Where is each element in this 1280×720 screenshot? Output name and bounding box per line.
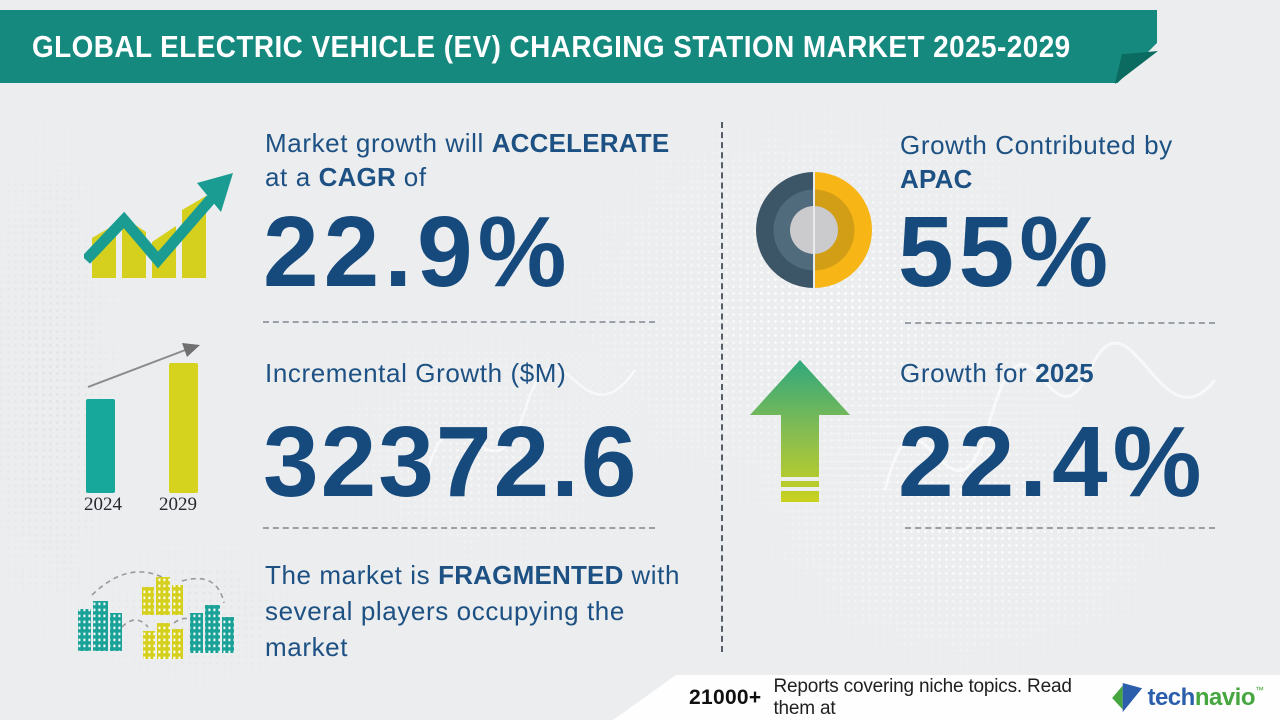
brand-text-tech: tech xyxy=(1147,683,1195,711)
statement-fragmented: FRAGMENTED xyxy=(438,560,624,590)
statement-cagr: CAGR xyxy=(318,162,396,192)
growth-2025-value: 22.4% xyxy=(898,406,1207,518)
market-share-donut-icon xyxy=(756,172,872,288)
brand-text-navio: navio xyxy=(1194,683,1256,711)
apac-value: 55% xyxy=(898,196,1114,308)
page-title: GLOBAL ELECTRIC VEHICLE (EV) CHARGING ST… xyxy=(32,28,1071,64)
halftone-dots-decoration xyxy=(300,300,660,600)
statement-accelerate: ACCELERATE xyxy=(491,128,670,158)
dashed-divider xyxy=(263,527,655,529)
wave-line-decoration xyxy=(883,341,1217,491)
cagr-statement: Market growth will ACCELERATE at a CAGR … xyxy=(265,126,675,194)
statement-text: of xyxy=(403,162,427,192)
statement-text: with several players occupying the marke… xyxy=(265,560,681,662)
statement-2025: 2025 xyxy=(1035,358,1094,388)
cagr-value: 22.9% xyxy=(263,196,572,308)
incremental-growth-label: Incremental Growth ($M) xyxy=(265,358,567,388)
statement-apac: APAC xyxy=(900,164,973,194)
fragmented-buildings-icon xyxy=(78,571,234,659)
technavio-logo: tech navio ™ xyxy=(1112,682,1264,713)
statement-text: Growth Contributed by xyxy=(900,130,1173,160)
header-ribbon: GLOBAL ELECTRIC VEHICLE (EV) CHARGING ST… xyxy=(0,10,1157,83)
dashed-divider xyxy=(905,527,1215,529)
apac-label: Growth Contributed by APAC xyxy=(900,128,1230,196)
bar-comparison-icon xyxy=(86,343,200,493)
trademark-symbol: ™ xyxy=(1255,684,1264,695)
statement-text: at a xyxy=(265,162,311,192)
report-count: 21000+ xyxy=(689,685,762,709)
footer-message: Reports covering niche topics. Read them… xyxy=(773,675,1072,719)
technavio-logo-mark-icon xyxy=(1112,682,1143,712)
wave-line-decoration xyxy=(423,366,637,481)
footer-band: 21000+ Reports covering niche topics. Re… xyxy=(613,675,1280,720)
statement-text: Growth for xyxy=(900,358,1028,388)
growth-line-chart-icon xyxy=(84,173,233,278)
growth-2025-label: Growth for 2025 xyxy=(900,356,1230,390)
bar-year-label-2029: 2029 xyxy=(159,494,197,515)
bar-year-label-2024: 2024 xyxy=(84,494,122,515)
statement-text: Market growth will xyxy=(265,128,484,158)
dashed-divider xyxy=(263,321,655,323)
statement-text: The market is xyxy=(265,560,431,590)
growth-up-arrow-icon xyxy=(750,360,850,502)
vertical-dashed-divider xyxy=(721,122,723,652)
dashed-divider xyxy=(905,322,1215,324)
incremental-growth-value: 32372.6 xyxy=(263,406,639,518)
fragmented-statement: The market is FRAGMENTED with several pl… xyxy=(265,557,685,665)
